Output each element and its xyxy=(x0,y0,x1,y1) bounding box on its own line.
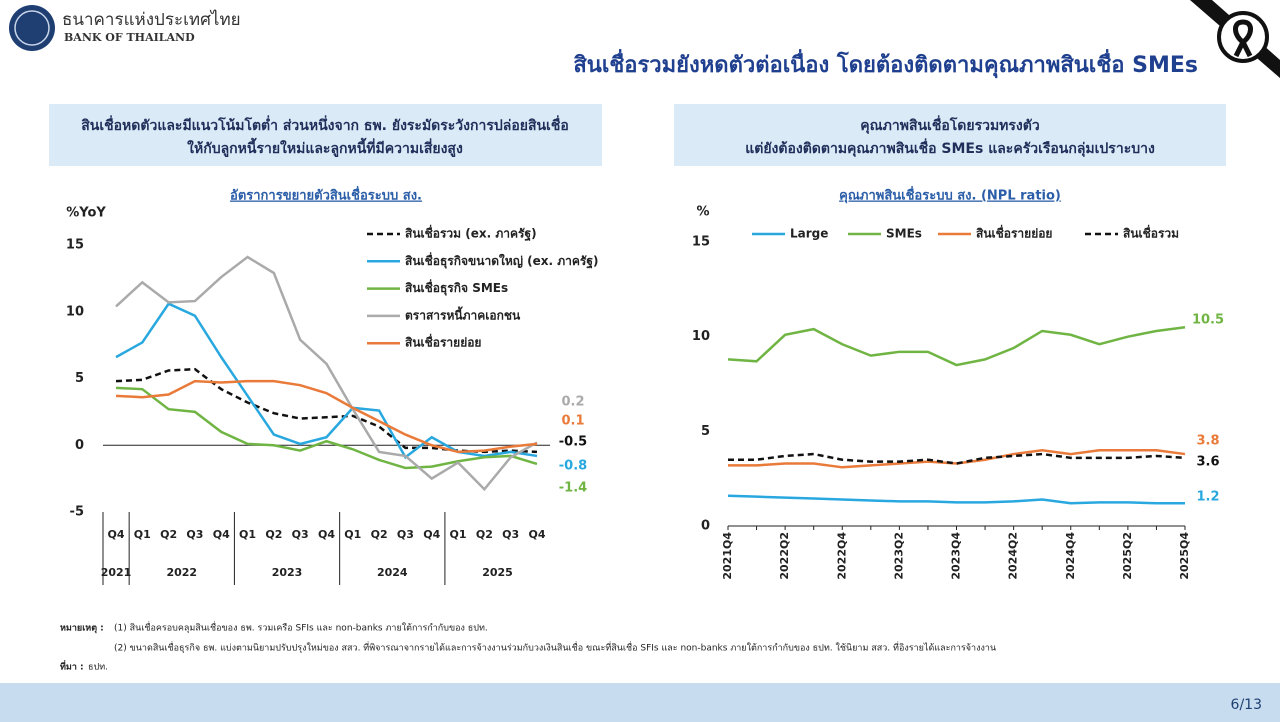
x-tick-label: 2024Q4 xyxy=(1064,532,1077,580)
x-tick-label: Q1 xyxy=(450,528,467,541)
y-tick-label: 10 xyxy=(692,329,710,344)
x-tick-label: Q4 xyxy=(213,528,230,541)
logo-ring xyxy=(14,10,50,46)
x-tick-label: 2024Q2 xyxy=(1007,532,1020,580)
data-label: -1.4 xyxy=(559,481,587,496)
x-tick-label: Q4 xyxy=(318,528,335,541)
x-tick-label: Q2 xyxy=(160,528,177,541)
panel-text: สินเชื่อหดตัวและมีแนวโน้มโตต่ำ ส่วนหนึ่ง… xyxy=(81,115,569,134)
panel-text: แต่ยังต้องติดตามคุณภาพสินเชื่อ SMEs และค… xyxy=(745,138,1155,157)
x-tick-label: Q3 xyxy=(292,528,309,541)
y-tick-label: 15 xyxy=(66,238,84,253)
series-line xyxy=(115,386,538,470)
x-group-label: 2022 xyxy=(166,566,197,579)
series-line xyxy=(728,452,1186,465)
ribbon xyxy=(1233,19,1253,58)
x-tick-label: Q4 xyxy=(107,528,124,541)
legend-label: สินเชื่อธุรกิจขนาดใหญ่ (ex. ภาครัฐ) xyxy=(405,252,598,269)
x-tick-label: Q1 xyxy=(134,528,151,541)
y-axis-label: %YoY xyxy=(66,206,106,221)
page-number: 6/13 xyxy=(1231,697,1262,713)
series-line xyxy=(115,255,538,492)
y-tick-label: 15 xyxy=(692,235,710,250)
note: (1) สินเชื่อครอบคลุมสินเชื่อของ ธพ. รวมเ… xyxy=(114,621,488,634)
panel-text: คุณภาพสินเชื่อโดยรวมทรงตัว xyxy=(860,115,1040,134)
x-tick-label: Q2 xyxy=(371,528,388,541)
legend-label: สินเชื่อรายย่อย xyxy=(405,334,481,350)
y-tick-label: 5 xyxy=(701,424,710,439)
x-tick-label: Q1 xyxy=(239,528,256,541)
y-tick-label: 10 xyxy=(66,304,84,319)
x-tick-label: 2023Q2 xyxy=(892,532,905,580)
note: (2) ขนาดสินเชื่อธุรกิจ ธพ. แบ่งตามนิยามป… xyxy=(114,641,996,654)
series-line xyxy=(727,325,1186,367)
x-tick-label: 2022Q2 xyxy=(778,532,791,580)
panel-box xyxy=(674,104,1226,166)
legend-label: SMEs xyxy=(886,227,922,241)
logo xyxy=(9,5,55,51)
x-tick-label: 2025Q2 xyxy=(1121,532,1134,580)
x-tick-label: 2022Q4 xyxy=(835,532,848,580)
x-tick-label: Q2 xyxy=(265,528,282,541)
org-name-en: BANK OF THAILAND xyxy=(64,31,195,44)
y-tick-label: 5 xyxy=(75,371,84,386)
series-line xyxy=(727,494,1185,505)
x-tick-label: 2023Q4 xyxy=(950,532,963,580)
chart-title: อัตราการขยายตัวสินเชื่อระบบ สง. xyxy=(230,186,422,204)
legend-label: สินเชื่อธุรกิจ SMEs xyxy=(405,279,508,296)
legend-label: สินเชื่อรวม xyxy=(1123,225,1179,241)
legend-label: สินเชื่อรวม (ex. ภาครัฐ) xyxy=(405,225,537,242)
x-tick-label: Q1 xyxy=(344,528,361,541)
x-group-label: 2021 xyxy=(101,566,132,579)
legend-label: Large xyxy=(790,227,828,241)
chart-title: คุณภาพสินเชื่อระบบ สง. (NPL ratio) xyxy=(839,186,1061,204)
x-tick-label: 2025Q4 xyxy=(1178,532,1191,580)
x-tick-label: Q2 xyxy=(476,528,493,541)
data-label: 0.2 xyxy=(561,395,584,410)
x-tick-label: Q3 xyxy=(186,528,203,541)
data-label: 0.1 xyxy=(561,414,584,429)
x-tick-label: Q3 xyxy=(502,528,519,541)
ribbon-icon xyxy=(1217,11,1269,63)
data-label: -0.8 xyxy=(559,459,587,474)
org-name-th: ธนาคารแห่งประเทศไทย xyxy=(62,9,241,30)
legend-label: สินเชื่อรายย่อย xyxy=(976,225,1052,241)
x-group-label: 2023 xyxy=(272,566,303,579)
source-label: ที่มา : xyxy=(60,660,84,673)
source: ธปท. xyxy=(88,663,108,673)
y-tick-label: 0 xyxy=(701,519,710,534)
data-label: 1.2 xyxy=(1196,490,1219,505)
x-tick-label: Q3 xyxy=(397,528,414,541)
legend-label: ตราสารหนี้ภาคเอกชน xyxy=(405,305,521,322)
data-label: 3.6 xyxy=(1196,455,1219,470)
panel-box xyxy=(49,104,602,166)
y-axis-label: % xyxy=(696,205,709,220)
x-group-label: 2025 xyxy=(482,566,513,579)
y-tick-label: -5 xyxy=(70,505,84,520)
series-line xyxy=(728,449,1186,469)
series-line xyxy=(115,302,538,460)
x-tick-label: Q4 xyxy=(528,528,545,541)
x-group-label: 2024 xyxy=(377,566,408,579)
x-tick-label: Q4 xyxy=(423,528,440,541)
footer-bar xyxy=(0,683,1280,722)
data-label: -0.5 xyxy=(559,435,587,450)
data-label: 10.5 xyxy=(1192,313,1224,328)
panel-text: ให้กับลูกหนี้รายใหม่และลูกหนี้ที่มีความเ… xyxy=(187,137,463,157)
data-label: 3.8 xyxy=(1196,434,1219,449)
slide-title: สินเชื่อรวมยังหดตัวต่อเนื่อง โดยต้องติดต… xyxy=(573,48,1198,79)
x-tick-label: 2021Q4 xyxy=(721,532,734,580)
notes-label: หมายเหตุ : xyxy=(60,624,104,634)
y-tick-label: 0 xyxy=(75,438,84,453)
series-line xyxy=(115,379,538,454)
